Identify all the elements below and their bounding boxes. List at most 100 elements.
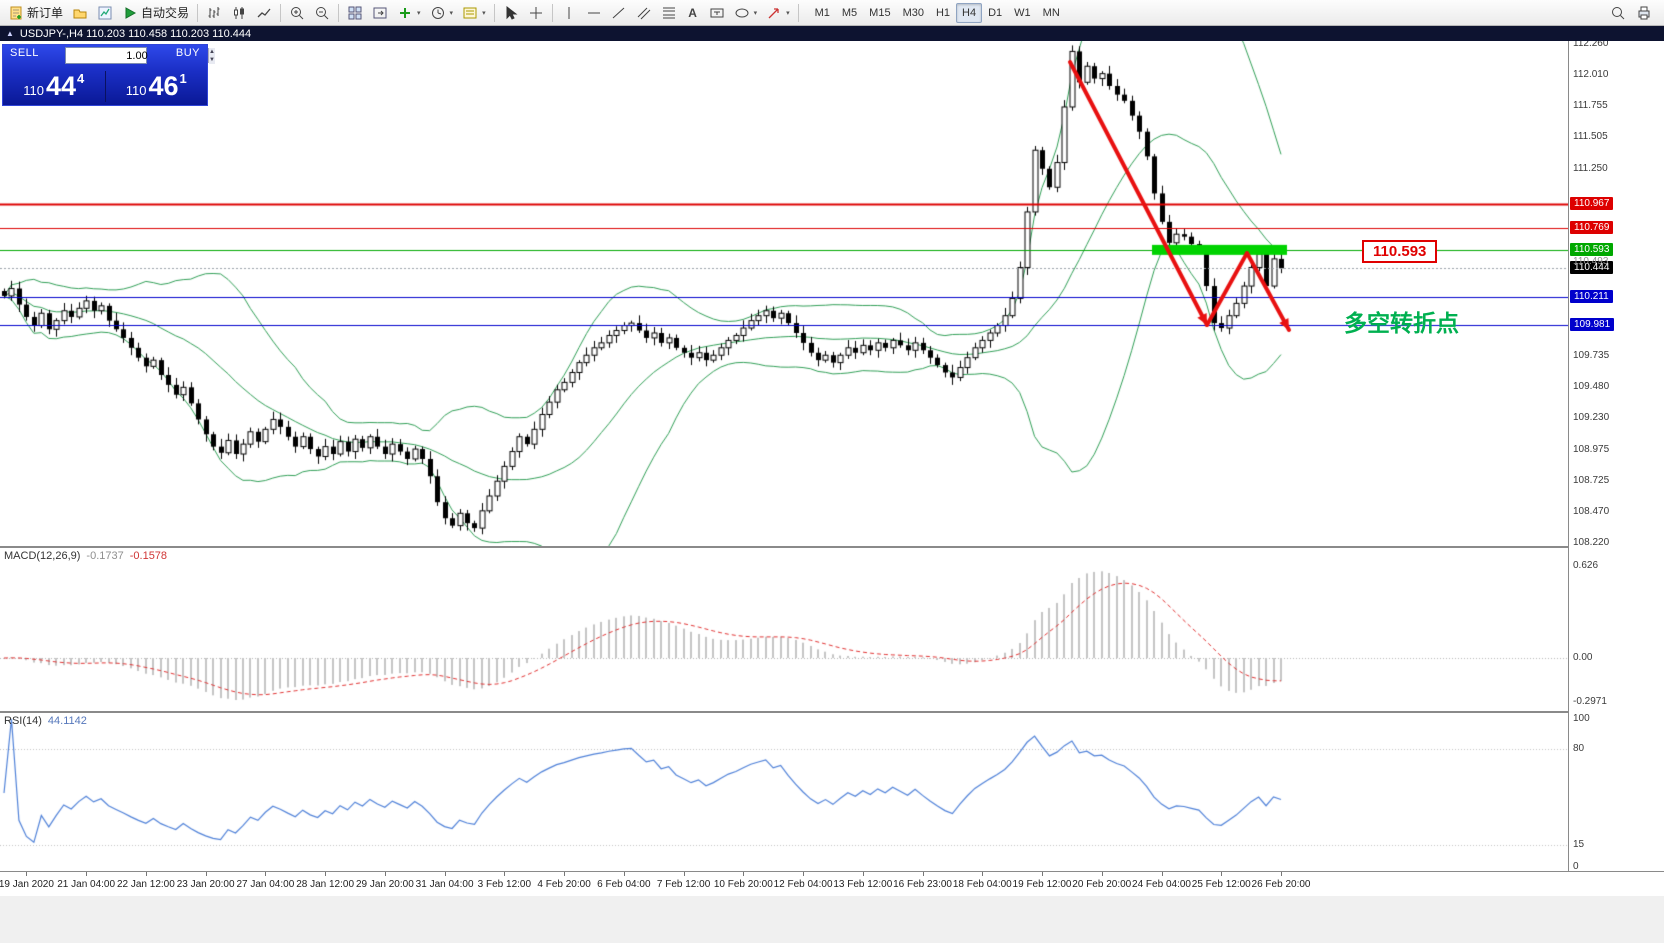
shapes-icon — [735, 8, 749, 17]
chart-shift-button[interactable] — [368, 2, 392, 24]
timeframe-w1-button[interactable]: W1 — [1014, 6, 1031, 19]
main-chart-panel: SELL BUY ▲ ▼ 110444 110461 110.593 多空转折点 — [0, 41, 1568, 546]
tile-windows-icon — [348, 6, 362, 19]
price-tag: 109.981 — [1570, 318, 1615, 332]
lot-up-button[interactable]: ▲ — [209, 48, 215, 56]
price-axis[interactable]: 112.260 112.010 111.755 111.505 111.250 109.7… — [1568, 38, 1664, 872]
macd-value: -0.1737 — [86, 550, 124, 562]
macd-panel: MACD(12,26,9) -0.1737 -0.1578 — [0, 548, 1568, 711]
zoom-in-button[interactable] — [285, 2, 309, 24]
time-label: 23 Jan 20:00 — [176, 879, 235, 890]
toolbar-separator — [280, 3, 282, 22]
print-icon — [1638, 6, 1650, 19]
buy-price-sup: 1 — [179, 71, 187, 86]
arrows-tool-button[interactable]: ▾ — [762, 2, 794, 24]
panel-separator[interactable] — [0, 546, 1664, 548]
price-tag: 110.769 — [1570, 221, 1614, 235]
shapes-tool-button[interactable]: ▾ — [730, 2, 762, 24]
axis-label: 108.470 — [1573, 506, 1610, 518]
channel-tool-button[interactable] — [632, 2, 656, 24]
time-tick — [982, 872, 984, 876]
time-label: 29 Jan 20:00 — [355, 879, 414, 890]
indicators-button[interactable]: ▾ — [393, 2, 425, 24]
macd-title: MACD(12,26,9) -0.1737 -0.1578 — [4, 550, 167, 562]
cursor-tool-button[interactable] — [499, 2, 523, 24]
timeframe-m15-button[interactable]: M15 — [869, 6, 891, 19]
time-label: 27 Jan 04:00 — [236, 879, 295, 890]
time-label: 18 Feb 04:00 — [952, 879, 1012, 890]
templates-button[interactable]: ▾ — [458, 2, 490, 24]
axis-label: 80 — [1573, 742, 1585, 754]
channel-icon — [637, 7, 650, 19]
panel-separator[interactable] — [0, 711, 1664, 713]
print-button[interactable] — [1632, 2, 1656, 24]
autotrading-icon — [125, 6, 137, 19]
axis-label: 0.626 — [1573, 559, 1599, 571]
macd-canvas[interactable] — [0, 548, 1568, 711]
text-tool-button[interactable]: A — [682, 2, 704, 24]
axis-label: 111.505 — [1573, 131, 1608, 143]
profiles-icon — [73, 9, 87, 18]
trendline-tool-button[interactable] — [607, 2, 631, 24]
time-tick — [1101, 872, 1103, 876]
timeframe-mn-button[interactable]: MN — [1042, 6, 1060, 19]
turning-point-text[interactable]: 多空转折点 — [1344, 310, 1459, 336]
zoom-out-button[interactable] — [310, 2, 334, 24]
new-order-button[interactable]: 新订单 — [4, 2, 67, 24]
bottom-strip — [0, 896, 1664, 943]
axis-label: 110.493 — [1573, 256, 1609, 268]
timeframe-d1-button[interactable]: D1 — [988, 6, 1003, 19]
vertical-line-tool-button[interactable] — [557, 2, 581, 24]
toolbar-separator — [797, 3, 799, 22]
label-tool-button[interactable] — [705, 2, 729, 24]
candlestick-chart-button[interactable] — [227, 2, 251, 24]
trendline-icon — [612, 7, 624, 18]
axis-label: 109.480 — [1573, 381, 1610, 393]
timeframe-h4-button[interactable]: H4 — [956, 2, 983, 23]
buy-button[interactable]: 110461 — [106, 71, 208, 102]
label-icon — [710, 8, 724, 17]
rsi-canvas[interactable] — [0, 713, 1568, 871]
templates-icon — [463, 7, 477, 18]
axis-label: 109.230 — [1573, 412, 1610, 424]
periods-button[interactable]: ▾ — [426, 2, 458, 24]
price-level-label[interactable]: 110.593 — [1362, 240, 1438, 263]
chart-title-bar[interactable]: ▲ USDJPY-,H4 110.203 110.458 110.203 110… — [0, 26, 1664, 41]
buy-price-big: 46 — [148, 71, 179, 101]
time-label: 4 Feb 20:00 — [537, 879, 591, 890]
fibonacci-tool-button[interactable] — [657, 2, 681, 24]
axis-label: 109.735 — [1573, 349, 1610, 361]
timeframe-m5-button[interactable]: M5 — [841, 6, 858, 19]
search-button[interactable] — [1606, 2, 1630, 24]
time-label: 20 Feb 20:00 — [1072, 879, 1132, 890]
horizontal-line-tool-button[interactable] — [582, 2, 606, 24]
cursor-icon — [506, 5, 518, 20]
bar-chart-button[interactable] — [202, 2, 226, 24]
line-chart-button[interactable] — [252, 2, 276, 24]
timeframe-m1-button[interactable]: M1 — [814, 6, 830, 19]
axis-label: 15 — [1573, 838, 1585, 850]
zoom-out-icon — [316, 6, 329, 19]
market-watch-button[interactable] — [93, 2, 117, 24]
time-label: 12 Feb 04:00 — [773, 879, 833, 890]
candlestick-chart-icon — [234, 6, 245, 19]
tile-windows-button[interactable] — [343, 2, 367, 24]
new-order-icon — [10, 6, 22, 19]
axis-label: 0 — [1573, 861, 1579, 872]
lot-size-input[interactable] — [66, 48, 208, 63]
axis-label: 112.260 — [1573, 38, 1609, 49]
lot-down-button[interactable]: ▼ — [209, 56, 215, 64]
price-chart-canvas[interactable] — [0, 41, 1568, 546]
time-axis[interactable]: 19 Jan 2020 21 Jan 04:00 22 Jan 12:00 23 Ja… — [0, 871, 1664, 896]
time-tick — [205, 872, 207, 876]
crosshair-tool-button[interactable] — [524, 2, 548, 24]
timeframe-m30-button[interactable]: M30 — [902, 6, 924, 19]
profiles-button[interactable] — [68, 2, 92, 24]
sell-button[interactable]: 110444 — [3, 71, 106, 102]
time-tick — [803, 872, 805, 876]
toolbar-separator — [197, 3, 199, 22]
timeframe-h1-button[interactable]: H1 — [935, 6, 951, 19]
lot-size-field[interactable]: ▲ ▼ — [65, 47, 215, 64]
time-tick — [86, 872, 88, 876]
autotrading-button[interactable]: 自动交易 — [118, 2, 193, 24]
